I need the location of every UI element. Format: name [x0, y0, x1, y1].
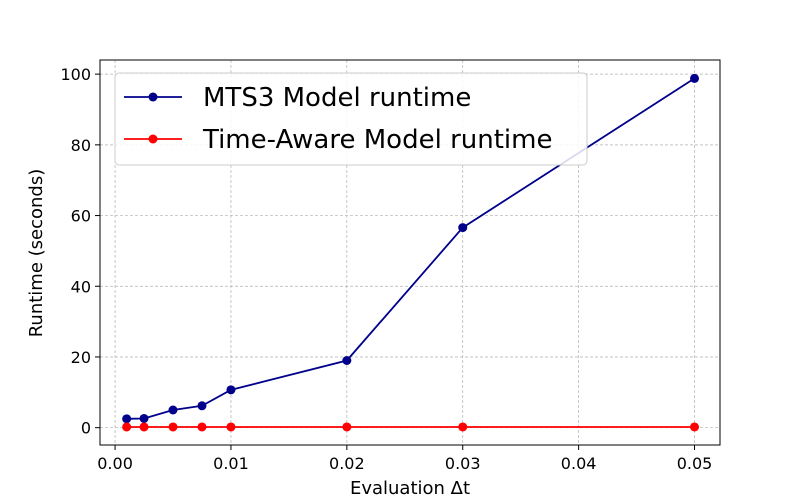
- legend-box: [114, 72, 588, 166]
- data-point-mts3: [342, 356, 352, 366]
- series-line-mts3: [126, 77, 695, 420]
- x-tick-label: 0.03: [445, 454, 481, 473]
- data-point-mts3: [458, 223, 468, 233]
- y-axis-title: Runtime (seconds): [26, 169, 47, 338]
- x-tick-label: 0.05: [677, 454, 713, 473]
- data-point-time-aware: [197, 422, 207, 432]
- data-point-time-aware: [139, 422, 149, 432]
- y-tick-label: 60: [71, 207, 91, 226]
- x-tick-label: 0.04: [561, 454, 597, 473]
- y-tick-label: 0: [81, 419, 91, 438]
- y-tick-label: 80: [71, 136, 91, 155]
- series-layer: [122, 73, 700, 432]
- data-point-time-aware: [690, 422, 700, 432]
- legend-marker-time-aware: [148, 134, 158, 144]
- legend: MTS3 Model runtime Time-Aware Model runt…: [114, 72, 588, 166]
- series-mts3: [122, 73, 700, 424]
- data-point-time-aware: [342, 422, 352, 432]
- y-tick-label: 40: [71, 277, 91, 296]
- y-tick-label: 20: [71, 348, 91, 367]
- legend-label-mts3: MTS3 Model runtime: [203, 83, 471, 113]
- data-point-time-aware: [122, 422, 132, 432]
- data-point-mts3: [690, 73, 700, 83]
- y-tick-label: 100: [60, 65, 91, 84]
- x-tick-label: 0.02: [329, 454, 365, 473]
- legend-marker-mts3: [148, 92, 158, 102]
- data-point-time-aware: [168, 422, 178, 432]
- data-point-time-aware: [458, 422, 468, 432]
- data-point-time-aware: [226, 422, 236, 432]
- legend-label-time-aware: Time-Aware Model runtime: [202, 125, 552, 155]
- data-point-mts3: [122, 414, 132, 424]
- plot-frame: [99, 59, 721, 446]
- x-axis-title: Evaluation Δt: [350, 478, 470, 499]
- series-time-aware: [122, 422, 700, 432]
- data-point-mts3: [226, 385, 236, 395]
- x-tick-label: 0.01: [213, 454, 249, 473]
- data-point-mts3: [168, 405, 178, 415]
- x-tick-label: 0.00: [97, 454, 133, 473]
- data-point-mts3: [139, 413, 149, 423]
- data-point-mts3: [197, 401, 207, 411]
- axis-ticks: 0.00 0.01 0.02 0.03 0.04 0.05 0 20 40 60 80 100: [60, 65, 712, 473]
